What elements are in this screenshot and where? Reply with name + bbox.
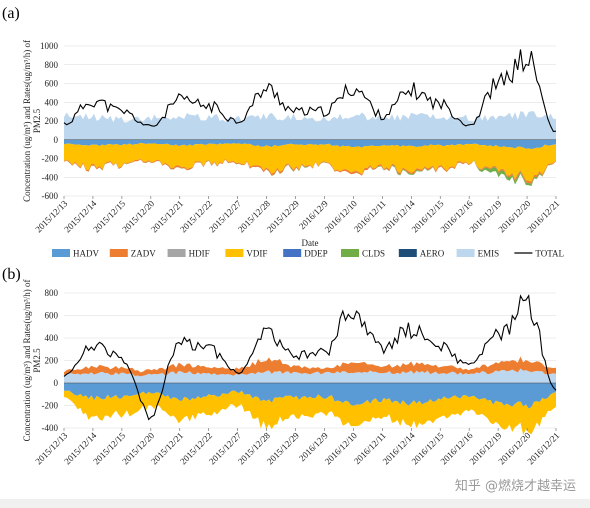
panel-a-xtick-label: 2015/12/29 bbox=[265, 198, 301, 234]
legend: HADV ZADV HDIF VDIF DDEP CLDS AERO EMIS TOTAL bbox=[52, 249, 564, 259]
panel-a-ylabel: Concentration (ug/m³) and Rates(ug/m³/h)… bbox=[22, 40, 32, 202]
legend-label-ddep: DDEP bbox=[304, 249, 328, 259]
panel-b-letter: (b) bbox=[2, 266, 21, 283]
legend-swatch-hdif bbox=[167, 249, 186, 257]
panel-a-ytick-label: 800 bbox=[45, 60, 59, 70]
panel-b-chart: (b)8006004002000-200-4002015/12/132015/1… bbox=[2, 266, 561, 466]
panel-b-xtick-label: 2015/12/29 bbox=[265, 430, 301, 466]
panel-b-ytick-label: 200 bbox=[45, 356, 59, 366]
panel-b-ylabel-unit: PM2.5 bbox=[32, 348, 42, 373]
panel-b-ylabel: Concentration (ug/m³) and Rates(ug/m³/h)… bbox=[22, 280, 32, 442]
panel-a-total-line bbox=[63, 49, 557, 132]
panel-b-ytick-label: 800 bbox=[45, 288, 59, 298]
panel-a-ytick-label: 200 bbox=[45, 116, 59, 126]
legend-label-hdif: HDIF bbox=[189, 249, 210, 259]
panel-b-zadv-pos-area bbox=[64, 356, 556, 377]
panel-a-xlabel: Date bbox=[302, 238, 319, 248]
legend-label-vdif: VDIF bbox=[246, 249, 267, 259]
legend-swatch-zadv bbox=[109, 249, 128, 257]
legend-swatch-ddep bbox=[283, 249, 302, 257]
legend-swatch-emis bbox=[456, 249, 475, 257]
panel-a-ylabel-unit: PM2.5 bbox=[32, 108, 42, 133]
legend-swatch-hadv bbox=[52, 249, 70, 257]
legend-label-clds: CLDS bbox=[362, 249, 385, 259]
panel-a-ytick-label: 1000 bbox=[40, 41, 59, 51]
panel-a-ytick-label: 600 bbox=[45, 79, 59, 89]
panel-b-total-line bbox=[63, 294, 557, 421]
panel-a-emis-pos-area bbox=[64, 111, 556, 140]
panel-a-vdif-neg-area bbox=[64, 142, 556, 182]
legend-swatch-clds bbox=[341, 249, 359, 257]
legend-swatch-vdif bbox=[225, 249, 244, 257]
panel-b-hadv-neg-area bbox=[64, 383, 556, 409]
panel-b-ytick-label: 0 bbox=[54, 378, 59, 388]
legend-label-aero: AERO bbox=[420, 249, 445, 259]
legend-label-zadv: ZADV bbox=[131, 249, 156, 259]
panel-a-ytick-label: -400 bbox=[42, 172, 59, 182]
panel-b-vdif-neg-area bbox=[64, 390, 556, 436]
panel-a-ytick-label: 400 bbox=[45, 97, 59, 107]
legend-label-emis: EMIS bbox=[478, 249, 500, 259]
panel-b-ytick-label: -200 bbox=[42, 401, 59, 411]
panel-b-ytick-label: -400 bbox=[42, 423, 59, 433]
panel-a-hadv-neg-area bbox=[64, 139, 556, 150]
footer-bar bbox=[0, 499, 590, 508]
panel-a-chart: (a) 1000 800 600 400 200 0 -200 -400 -600 2015/12/… bbox=[2, 5, 561, 248]
panel-b-ytick-label: 400 bbox=[45, 333, 59, 343]
panel-a-ytick-label: -600 bbox=[42, 191, 59, 201]
legend-label-hadv: HADV bbox=[73, 249, 99, 259]
panel-b-emis-pos-area bbox=[64, 368, 556, 383]
watermark-text: 知乎 @燃烧才越幸运 bbox=[454, 479, 576, 494]
legend-label-total: TOTAL bbox=[535, 249, 564, 259]
legend-swatch-aero bbox=[398, 249, 417, 257]
panel-a-letter: (a) bbox=[2, 5, 20, 22]
panel-a-ytick-label: 0 bbox=[54, 135, 59, 145]
panel-b-ytick-label: 600 bbox=[45, 311, 59, 321]
panel-a-ytick-label: -200 bbox=[42, 154, 59, 164]
